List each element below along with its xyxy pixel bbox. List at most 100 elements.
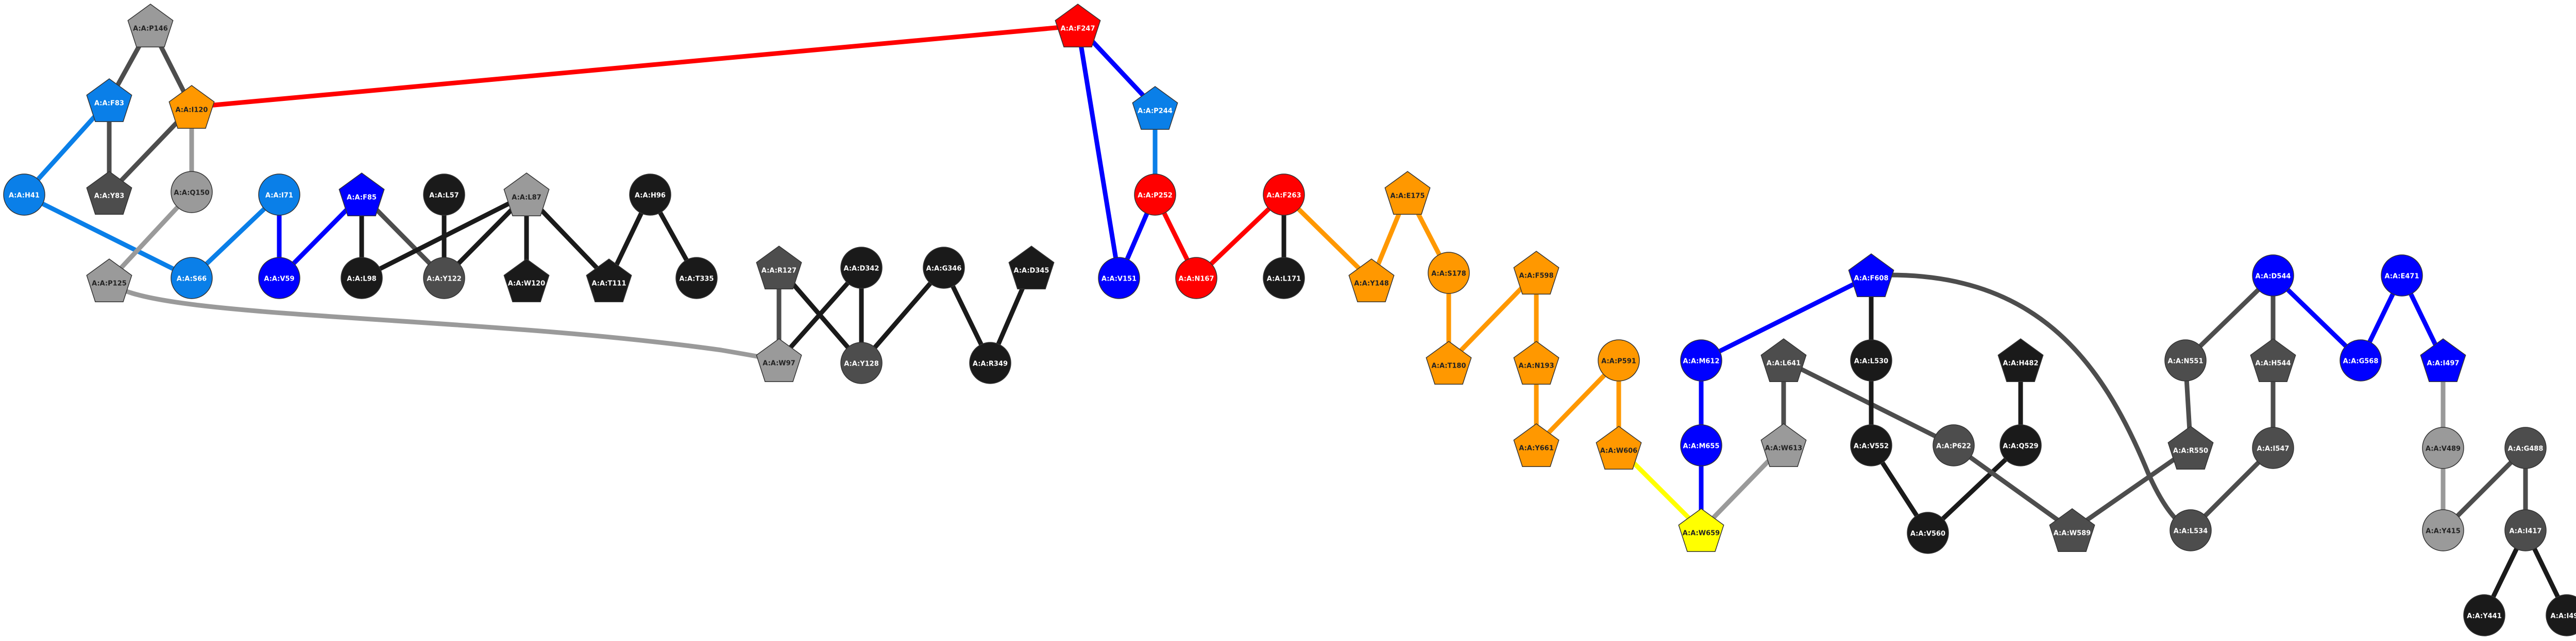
node-i120[interactable]: A:A:I120	[168, 85, 215, 129]
node-l98[interactable]: A:A:L98	[341, 257, 383, 299]
node-w606[interactable]: A:A:W606	[1596, 426, 1642, 470]
node-l641[interactable]: A:A:L641	[1760, 338, 1807, 382]
node-label: A:A:Q150	[174, 189, 209, 197]
node-l530[interactable]: A:A:L530	[1850, 339, 1892, 382]
node-r550[interactable]: A:A:R550	[2167, 426, 2214, 470]
node-shape-pentagon	[756, 246, 802, 289]
node-f85[interactable]: A:A:F85	[338, 172, 385, 216]
node-w613[interactable]: A:A:W613	[1760, 423, 1807, 467]
node-h96[interactable]: A:A:H96	[629, 174, 671, 216]
node-shape-pentagon	[756, 338, 802, 382]
node-p146[interactable]: A:A:P146	[127, 4, 174, 47]
node-shape-circle	[1263, 257, 1305, 299]
node-shape-pentagon	[586, 258, 632, 302]
node-h41[interactable]: A:A:H41	[3, 174, 45, 216]
node-l534[interactable]: A:A:L534	[2170, 509, 2212, 551]
node-i417[interactable]: A:A:I417	[2504, 509, 2547, 551]
node-w659[interactable]: A:A:W659	[1678, 508, 1724, 552]
node-label: A:A:L57	[429, 192, 459, 200]
node-m612[interactable]: A:A:M612	[1680, 339, 1722, 382]
node-i490[interactable]: A:A:I490	[2546, 594, 2576, 636]
node-label: A:A:L641	[1767, 360, 1801, 368]
node-q150[interactable]: A:A:Q150	[171, 171, 213, 213]
node-i71[interactable]: A:A:I71	[258, 174, 300, 216]
node-y83[interactable]: A:A:Y83	[86, 171, 132, 215]
node-p252[interactable]: A:A:P252	[1134, 174, 1176, 216]
node-label: A:A:Y415	[2426, 528, 2461, 535]
node-shape-pentagon	[2250, 338, 2296, 382]
node-v560[interactable]: A:A:V560	[1907, 512, 1949, 554]
node-v59[interactable]: A:A:V59	[258, 257, 300, 299]
node-w97[interactable]: A:A:W97	[756, 338, 802, 382]
node-v151[interactable]: A:A:V151	[1098, 257, 1140, 299]
node-p125[interactable]: A:A:P125	[86, 258, 132, 302]
node-i497[interactable]: A:A:I497	[2420, 338, 2466, 382]
node-f263[interactable]: A:A:F263	[1263, 174, 1305, 216]
node-h544[interactable]: A:A:H544	[2250, 338, 2296, 382]
node-n551[interactable]: A:A:N551	[2164, 339, 2207, 382]
node-p244[interactable]: A:A:P244	[1132, 86, 1178, 130]
node-v489[interactable]: A:A:V489	[2422, 427, 2464, 469]
node-p622[interactable]: A:A:P622	[1933, 424, 1975, 466]
node-e175[interactable]: A:A:E175	[1384, 171, 1431, 215]
node-e471[interactable]: A:A:E471	[2381, 254, 2423, 297]
node-g488[interactable]: A:A:G488	[2504, 427, 2547, 469]
node-q529[interactable]: A:A:Q529	[1999, 424, 2042, 466]
node-label: A:A:R550	[2173, 447, 2208, 455]
node-f83[interactable]: A:A:F83	[86, 78, 132, 122]
node-v552[interactable]: A:A:V552	[1850, 424, 1892, 466]
node-f608[interactable]: A:A:F608	[1848, 253, 1894, 297]
node-d544[interactable]: A:A:D544	[2252, 254, 2294, 297]
node-shape-circle	[171, 257, 213, 299]
node-w589[interactable]: A:A:W589	[2049, 508, 2095, 552]
node-t111[interactable]: A:A:T111	[586, 258, 632, 302]
node-s178[interactable]: A:A:S178	[1428, 252, 1470, 294]
node-w120[interactable]: A:A:W120	[503, 258, 550, 302]
node-shape-pentagon	[1513, 423, 1560, 467]
node-y128[interactable]: A:A:Y128	[840, 342, 883, 384]
node-g568[interactable]: A:A:G568	[2340, 339, 2382, 382]
node-s66[interactable]: A:A:S66	[171, 257, 213, 299]
node-label: A:A:L530	[1854, 358, 1888, 366]
node-y122[interactable]: A:A:Y122	[423, 257, 465, 299]
node-y441[interactable]: A:A:Y441	[2463, 594, 2505, 636]
node-label: A:A:H41	[9, 192, 40, 200]
node-n193[interactable]: A:A:N193	[1513, 341, 1560, 385]
node-label: A:A:L98	[347, 275, 376, 283]
node-l171[interactable]: A:A:L171	[1263, 257, 1305, 299]
node-d342[interactable]: A:A:D342	[840, 247, 883, 289]
node-y415[interactable]: A:A:Y415	[2422, 509, 2464, 551]
node-label: A:A:H482	[2003, 360, 2038, 368]
node-l87[interactable]: A:A:L87	[503, 172, 550, 216]
node-t335[interactable]: A:A:T335	[675, 257, 718, 299]
node-shape-circle	[2340, 339, 2382, 382]
node-h482[interactable]: A:A:H482	[1997, 338, 2044, 382]
node-r127[interactable]: A:A:R127	[756, 246, 802, 289]
node-r349[interactable]: A:A:R349	[969, 342, 1011, 384]
node-shape-circle	[2422, 509, 2464, 551]
node-label: A:A:W613	[1765, 445, 1802, 453]
node-label: A:A:P622	[1936, 443, 1971, 451]
node-shape-pentagon	[1384, 171, 1431, 215]
node-l57[interactable]: A:A:L57	[423, 174, 465, 216]
node-label: A:A:I490	[2551, 613, 2576, 620]
node-shape-pentagon	[1513, 251, 1560, 294]
node-f247[interactable]: A:A:F247	[1055, 4, 1101, 47]
node-m655[interactable]: A:A:M655	[1680, 424, 1722, 466]
node-t180[interactable]: A:A:T180	[1426, 341, 1472, 385]
node-shape-pentagon	[1760, 423, 1807, 467]
node-label: A:A:I497	[2427, 360, 2460, 368]
node-label: A:A:V151	[1101, 275, 1137, 283]
node-label: A:A:G346	[926, 265, 962, 273]
node-n167[interactable]: A:A:N167	[1175, 257, 1217, 299]
node-p591[interactable]: A:A:P591	[1598, 339, 1640, 382]
node-label: A:A:D544	[2256, 273, 2291, 281]
node-f598[interactable]: A:A:F598	[1513, 251, 1560, 294]
node-g346[interactable]: A:A:G346	[923, 247, 965, 289]
node-i547[interactable]: A:A:I547	[2252, 427, 2294, 469]
node-y661[interactable]: A:A:Y661	[1513, 423, 1560, 467]
node-d345[interactable]: A:A:D345	[1008, 246, 1055, 289]
node-y148[interactable]: A:A:Y148	[1348, 258, 1395, 302]
node-shape-pentagon	[1760, 338, 1807, 382]
